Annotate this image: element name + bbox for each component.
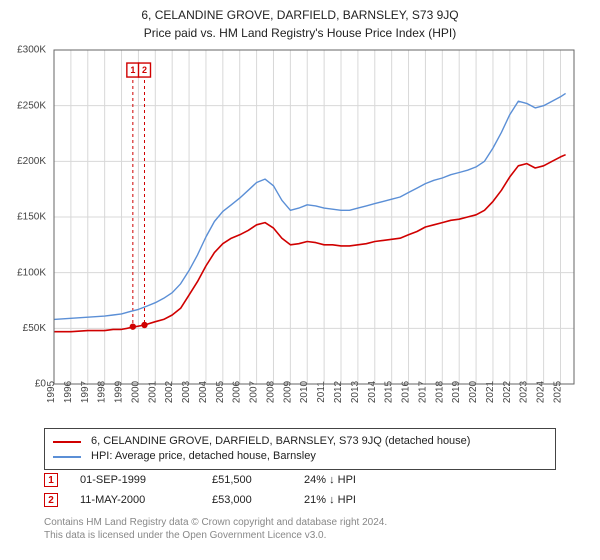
event-delta: 24% ↓ HPI <box>304 474 356 486</box>
event-price: £53,000 <box>212 494 282 506</box>
legend-label: HPI: Average price, detached house, Barn… <box>91 449 316 464</box>
svg-text:£250K: £250K <box>17 100 46 111</box>
svg-text:£300K: £300K <box>17 45 46 56</box>
svg-text:£150K: £150K <box>17 212 46 223</box>
event-row: 2 11-MAY-2000 £53,000 21% ↓ HPI <box>44 490 556 510</box>
event-list: 1 01-SEP-1999 £51,500 24% ↓ HPI 2 11-MAY-2000… <box>44 470 556 510</box>
legend: 6, CELANDINE GROVE, DARFIELD, BARNSLEY, … <box>44 428 556 470</box>
event-row: 1 01-SEP-1999 £51,500 24% ↓ HPI <box>44 470 556 490</box>
legend-swatch <box>53 456 81 458</box>
legend-item: HPI: Average price, detached house, Barn… <box>53 449 547 464</box>
legend-label: 6, CELANDINE GROVE, DARFIELD, BARNSLEY, … <box>91 434 470 449</box>
chart-area: £0£50K£100K£150K£200K£250K£300K199519961… <box>0 44 600 422</box>
legend-swatch <box>53 441 81 443</box>
legend-item: 6, CELANDINE GROVE, DARFIELD, BARNSLEY, … <box>53 434 547 449</box>
chart-subtitle: Price paid vs. HM Land Registry's House … <box>0 22 600 44</box>
event-badge: 2 <box>44 493 58 507</box>
svg-text:£200K: £200K <box>17 156 46 167</box>
svg-text:£100K: £100K <box>17 267 46 278</box>
svg-text:£0: £0 <box>35 379 47 390</box>
event-date: 01-SEP-1999 <box>80 474 190 486</box>
footer-line-1: Contains HM Land Registry data © Crown c… <box>44 516 556 529</box>
event-delta: 21% ↓ HPI <box>304 494 356 506</box>
chart-svg: £0£50K£100K£150K£200K£250K£300K199519961… <box>0 44 600 422</box>
footer-line-2: This data is licensed under the Open Gov… <box>44 529 556 542</box>
chart-title: 6, CELANDINE GROVE, DARFIELD, BARNSLEY, … <box>0 0 600 22</box>
event-badge: 1 <box>44 473 58 487</box>
footer-attribution: Contains HM Land Registry data © Crown c… <box>44 516 556 542</box>
svg-text:£50K: £50K <box>23 323 47 334</box>
event-date: 11-MAY-2000 <box>80 494 190 506</box>
svg-text:1: 1 <box>130 65 135 75</box>
svg-text:2: 2 <box>142 65 147 75</box>
event-price: £51,500 <box>212 474 282 486</box>
